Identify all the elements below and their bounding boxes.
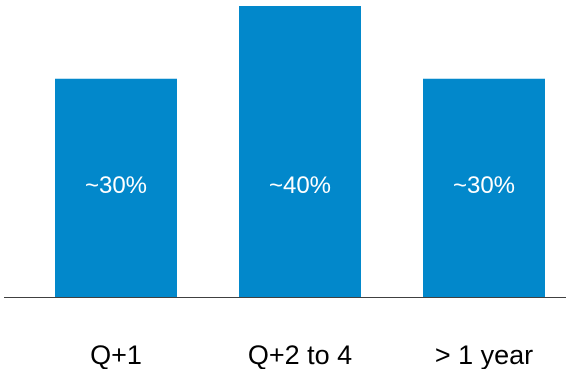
bar-1 [55, 78, 177, 297]
bar-value-label-2: ~40% [269, 172, 331, 199]
bar-2 [239, 6, 361, 297]
category-labels: Q+1 Q+2 to 4 > 1 year [90, 340, 533, 369]
bar-value-label-1: ~30% [85, 172, 147, 199]
bar-3 [423, 78, 545, 297]
category-label-3: > 1 year [435, 340, 533, 369]
bars-layer: ~30% ~40% ~30% [55, 6, 545, 297]
category-label-1: Q+1 [90, 340, 142, 369]
category-label-2: Q+2 to 4 [248, 340, 352, 369]
bar-value-label-3: ~30% [453, 172, 515, 199]
